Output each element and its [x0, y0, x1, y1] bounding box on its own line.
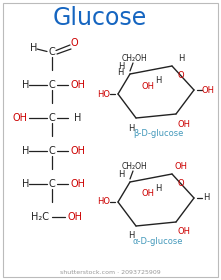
Text: α-D-glucose: α-D-glucose — [133, 237, 183, 246]
Text: H: H — [203, 193, 209, 202]
Text: OH: OH — [70, 146, 86, 156]
Text: HO: HO — [97, 197, 110, 207]
Text: shutterstock.com · 2093725909: shutterstock.com · 2093725909 — [60, 269, 160, 274]
Text: C: C — [49, 80, 55, 90]
Text: H: H — [155, 76, 161, 85]
Text: H: H — [74, 113, 82, 123]
Text: O: O — [178, 71, 184, 80]
Text: OH: OH — [70, 179, 86, 189]
Text: C: C — [49, 113, 55, 123]
Text: OH: OH — [67, 212, 82, 222]
Text: H: H — [117, 67, 123, 76]
Text: H: H — [118, 62, 124, 71]
Text: O: O — [70, 38, 78, 48]
Text: C: C — [49, 47, 55, 57]
Text: H: H — [22, 146, 30, 156]
Text: OH: OH — [141, 190, 154, 199]
Text: OH: OH — [70, 80, 86, 90]
Text: OH: OH — [202, 85, 215, 95]
Text: H: H — [128, 123, 134, 132]
Text: H: H — [118, 169, 124, 179]
Text: H: H — [178, 53, 184, 62]
Text: H: H — [22, 80, 30, 90]
Text: β-D-glucose: β-D-glucose — [133, 129, 183, 137]
Text: C: C — [49, 179, 55, 189]
Text: H: H — [22, 179, 30, 189]
Text: HO: HO — [97, 90, 110, 99]
Text: H: H — [155, 183, 161, 193]
Text: OH: OH — [177, 120, 191, 129]
Text: OH: OH — [141, 81, 154, 90]
Text: H₂C: H₂C — [31, 212, 49, 222]
Text: H: H — [128, 232, 134, 241]
Text: OH: OH — [175, 162, 187, 171]
Text: C: C — [49, 146, 55, 156]
Text: OH: OH — [13, 113, 27, 123]
Text: CH₂OH: CH₂OH — [122, 162, 148, 171]
Text: O: O — [178, 179, 184, 188]
Text: OH: OH — [177, 227, 191, 237]
Text: Glucose: Glucose — [53, 6, 147, 30]
Text: H: H — [30, 43, 38, 53]
Text: CH₂OH: CH₂OH — [122, 53, 148, 62]
